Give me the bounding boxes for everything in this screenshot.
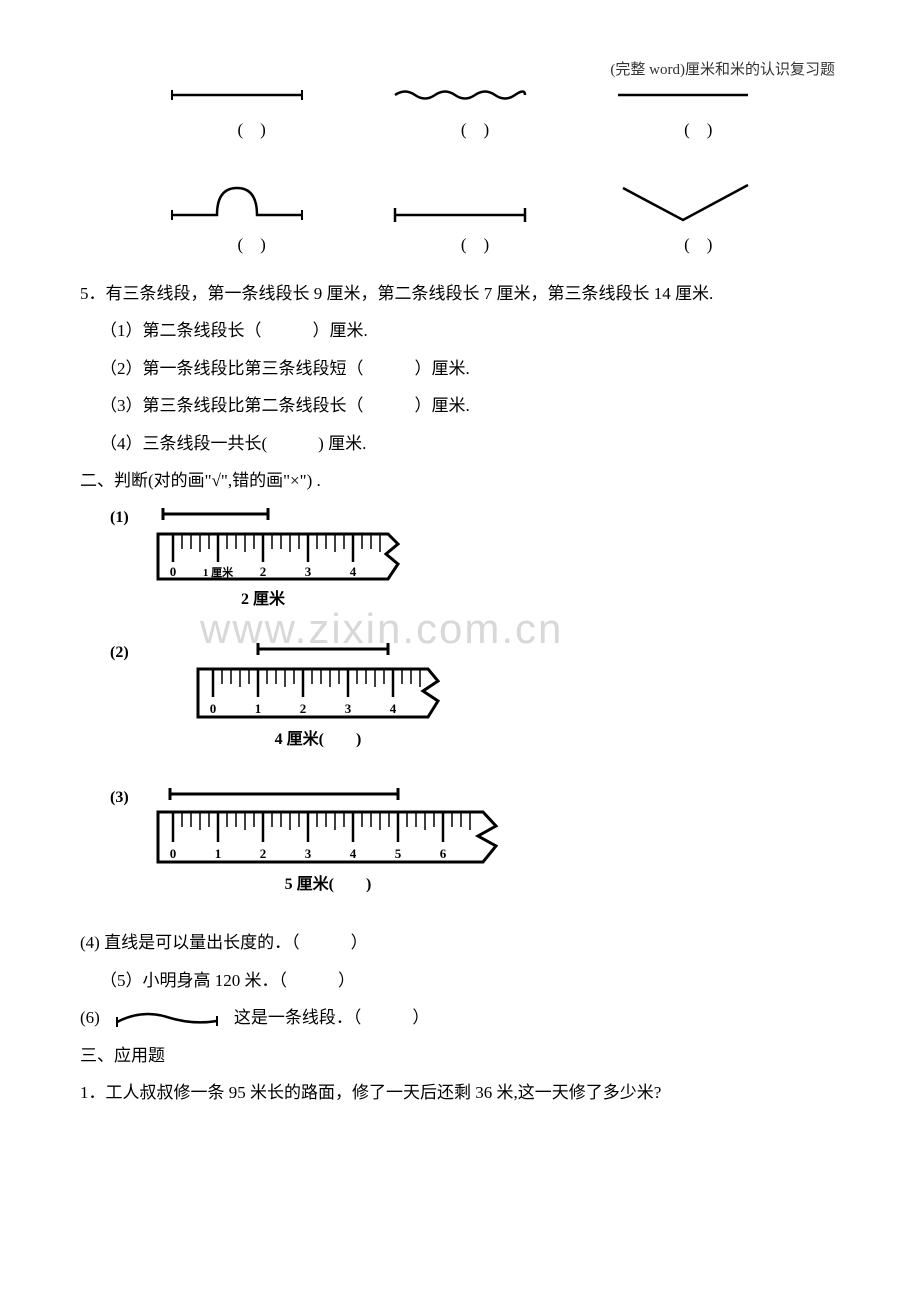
judge-5: （5）小明身高 120 米．（ ） (100, 962, 840, 999)
judge-6-text: 这是一条线段．（ ） (234, 999, 430, 1036)
svg-text:3: 3 (344, 701, 351, 716)
svg-text:1: 1 (214, 846, 221, 861)
svg-text:2 厘米: 2 厘米 (241, 589, 286, 608)
blank-paren: ( ) (608, 115, 788, 140)
svg-text:2: 2 (259, 846, 266, 861)
judge-4: (4) 直线是可以量出长度的．（ ） (80, 924, 840, 961)
svg-text:2: 2 (299, 701, 306, 716)
judge-6-num: (6) (80, 999, 100, 1036)
blank-paren: ( ) (162, 230, 342, 255)
bump-line-icon (162, 180, 312, 225)
line-segment-icon (385, 180, 535, 225)
q5-sub3: （3）第三条线段比第二条线段长（ ）厘米. (100, 387, 840, 424)
svg-text:2: 2 (259, 564, 266, 579)
svg-text:4: 4 (349, 564, 356, 579)
ruler2-icon: 0 1 2 3 4 4 厘米( ) (188, 639, 448, 754)
wavy-line-icon (385, 80, 535, 110)
svg-text:4: 4 (389, 701, 396, 716)
svg-text:0: 0 (169, 846, 176, 861)
ruler3-num: (3) (110, 789, 129, 807)
q5-sub2: （2）第一条线段比第三条线段短（ ）厘米. (100, 350, 840, 387)
svg-text:4: 4 (349, 846, 356, 861)
q5-sub1: （1）第二条线段长（ ）厘米. (100, 312, 840, 349)
curve-segment-icon (112, 1007, 222, 1029)
svg-text:3: 3 (304, 564, 311, 579)
ruler3-icon: 0 1 2 3 4 5 6 5 厘米( ) (148, 784, 508, 899)
line-segment-icon (162, 80, 312, 110)
section2-heading: 二、判断(对的画"√",错的画"×") . (80, 462, 840, 499)
blank-paren: ( ) (608, 230, 788, 255)
svg-text:6: 6 (439, 846, 446, 861)
app-q1: 1．工人叔叔修一条 95 米长的路面，修了一天后还剩 36 米,这一天修了多少米… (80, 1074, 840, 1111)
ruler2-num: (2) (110, 644, 129, 662)
svg-text:4 厘米( ): 4 厘米( ) (274, 729, 361, 748)
blank-paren: ( ) (385, 115, 565, 140)
shapes-row-1 (140, 50, 810, 110)
svg-text:0: 0 (169, 564, 176, 579)
q5-stem: 5．有三条线段，第一条线段长 9 厘米，第二条线段长 7 厘米，第三条线段长 1… (80, 275, 840, 312)
svg-text:0: 0 (209, 701, 216, 716)
svg-text:1: 1 (254, 701, 261, 716)
blank-paren: ( ) (162, 115, 342, 140)
q5-sub4: （4）三条线段一共长( ) 厘米. (100, 425, 840, 462)
ruler1-num: (1) (110, 509, 129, 527)
svg-text:5 厘米( ): 5 厘米( ) (284, 874, 371, 893)
svg-text:3: 3 (304, 846, 311, 861)
v-shape-icon (608, 180, 758, 225)
svg-text:1 厘米: 1 厘米 (203, 565, 234, 579)
line-no-ends-icon (608, 80, 758, 110)
svg-text:5: 5 (394, 846, 401, 861)
section3-heading: 三、应用题 (80, 1037, 840, 1074)
blank-paren: ( ) (385, 230, 565, 255)
shapes-row-2 (140, 165, 810, 225)
ruler1-icon: 0 1 厘米 2 3 4 2 厘米 (148, 504, 408, 614)
